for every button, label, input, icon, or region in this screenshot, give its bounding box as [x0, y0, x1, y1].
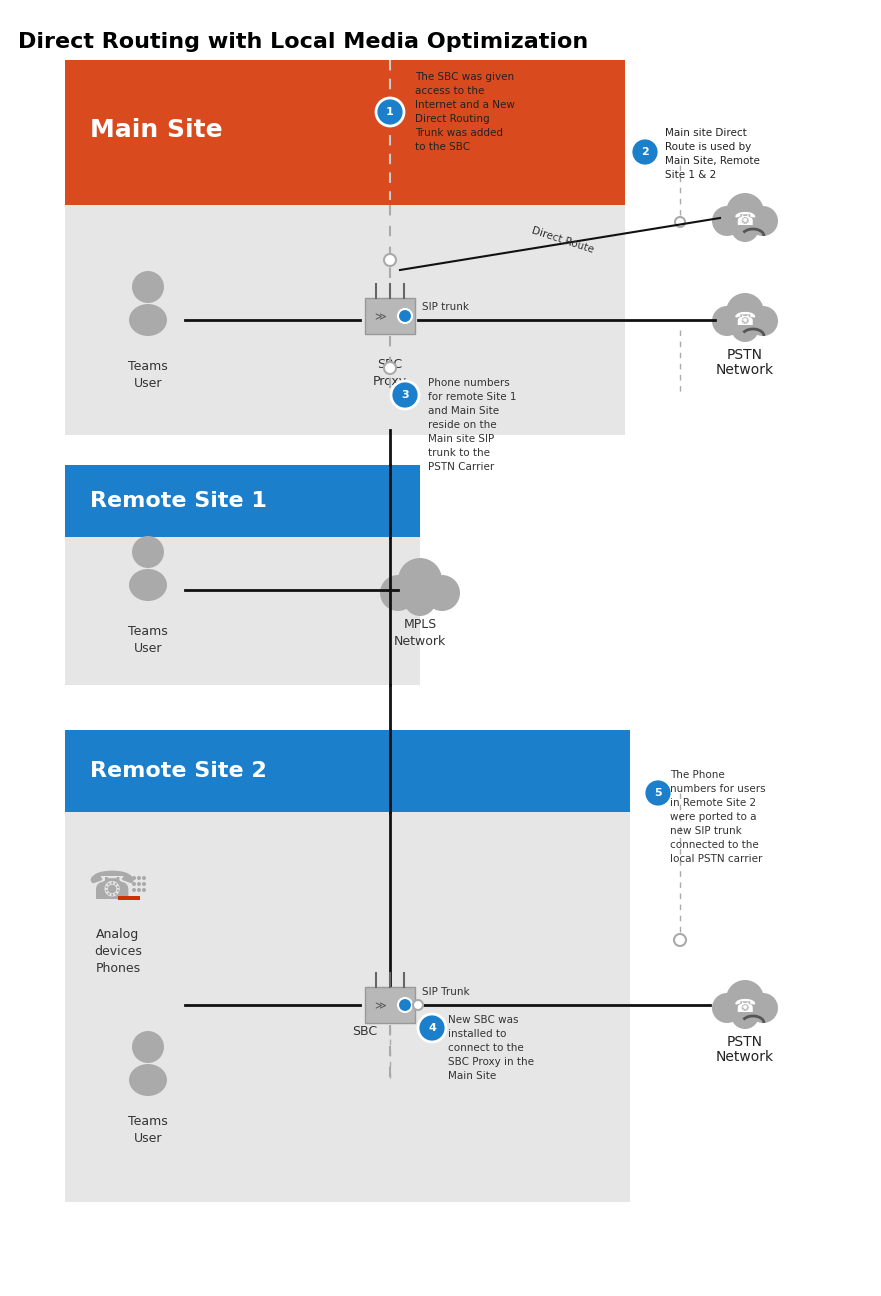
- Text: Remote Site 2: Remote Site 2: [90, 761, 267, 781]
- Text: Teams
User: Teams User: [128, 1115, 168, 1144]
- Circle shape: [726, 980, 764, 1017]
- Text: Phone numbers
for remote Site 1
and Main Site
reside on the
Main site SIP
trunk : Phone numbers for remote Site 1 and Main…: [428, 378, 516, 472]
- Circle shape: [712, 993, 742, 1023]
- Text: ☎: ☎: [734, 311, 756, 329]
- Bar: [65, 205, 625, 435]
- Circle shape: [712, 206, 742, 236]
- Bar: [65, 537, 420, 686]
- Text: Direct Routing with Local Media Optimization: Direct Routing with Local Media Optimiza…: [18, 32, 589, 52]
- Circle shape: [731, 214, 759, 242]
- Circle shape: [142, 888, 146, 892]
- Text: The Phone
numbers for users
in Remote Site 2
were ported to a
new SIP trunk
conn: The Phone numbers for users in Remote Si…: [670, 770, 766, 864]
- Circle shape: [384, 362, 396, 375]
- Text: ☎: ☎: [734, 998, 756, 1016]
- Text: Teams
User: Teams User: [128, 360, 168, 390]
- Circle shape: [731, 314, 759, 342]
- Circle shape: [748, 206, 778, 236]
- Circle shape: [384, 254, 396, 266]
- Circle shape: [748, 306, 778, 336]
- Text: 1: 1: [386, 108, 394, 117]
- Text: Teams
User: Teams User: [128, 625, 168, 654]
- Bar: [65, 730, 630, 813]
- Text: ≫: ≫: [374, 312, 386, 321]
- Circle shape: [398, 308, 412, 323]
- Circle shape: [731, 1001, 759, 1029]
- Circle shape: [132, 271, 164, 303]
- Circle shape: [418, 1013, 446, 1042]
- Circle shape: [404, 584, 436, 616]
- Bar: [365, 298, 415, 334]
- Circle shape: [631, 137, 659, 166]
- Circle shape: [748, 993, 778, 1023]
- Circle shape: [142, 876, 146, 880]
- Circle shape: [376, 98, 404, 126]
- Text: Analog
devices
Phones: Analog devices Phones: [94, 928, 142, 975]
- Circle shape: [132, 888, 136, 892]
- Circle shape: [142, 883, 146, 886]
- Circle shape: [137, 888, 141, 892]
- Text: PSTN: PSTN: [727, 349, 763, 362]
- Text: Main site Direct
Route is used by
Main Site, Remote
Site 1 & 2: Main site Direct Route is used by Main S…: [665, 128, 760, 180]
- Circle shape: [137, 876, 141, 880]
- Circle shape: [413, 1001, 423, 1010]
- Text: SBC
Proxy: SBC Proxy: [373, 358, 407, 388]
- Text: ≫: ≫: [374, 1001, 386, 1011]
- Text: SIP Trunk: SIP Trunk: [422, 988, 470, 997]
- Bar: [65, 465, 420, 537]
- Circle shape: [137, 883, 141, 886]
- Text: New SBC was
installed to
connect to the
SBC Proxy in the
Main Site: New SBC was installed to connect to the …: [448, 1015, 534, 1081]
- Text: Main Site: Main Site: [90, 118, 223, 143]
- Circle shape: [132, 876, 136, 880]
- Bar: [65, 813, 630, 1201]
- Text: ☎: ☎: [88, 870, 137, 907]
- Circle shape: [132, 537, 164, 568]
- Text: 2: 2: [641, 146, 649, 157]
- Ellipse shape: [129, 305, 167, 336]
- Text: Network: Network: [716, 363, 774, 377]
- Circle shape: [132, 1032, 164, 1063]
- Text: SIP trunk: SIP trunk: [422, 302, 469, 312]
- Text: Remote Site 1: Remote Site 1: [90, 491, 267, 511]
- Circle shape: [712, 306, 742, 336]
- Text: 5: 5: [655, 788, 662, 798]
- Bar: [118, 896, 140, 899]
- Circle shape: [391, 381, 419, 410]
- Text: Direct Route: Direct Route: [530, 226, 595, 255]
- Text: 3: 3: [401, 390, 409, 400]
- Circle shape: [675, 216, 685, 227]
- Circle shape: [398, 559, 442, 603]
- Circle shape: [398, 998, 412, 1012]
- Circle shape: [674, 934, 686, 946]
- Text: ☎: ☎: [734, 211, 756, 229]
- Text: Network: Network: [716, 1050, 774, 1064]
- Text: MPLS
Network: MPLS Network: [394, 618, 446, 648]
- Circle shape: [132, 883, 136, 886]
- Bar: [365, 988, 415, 1023]
- Text: PSTN: PSTN: [727, 1036, 763, 1048]
- Circle shape: [380, 575, 416, 610]
- Ellipse shape: [129, 1064, 167, 1096]
- Text: The SBC was given
access to the
Internet and a New
Direct Routing
Trunk was adde: The SBC was given access to the Internet…: [415, 73, 515, 152]
- Circle shape: [726, 193, 764, 231]
- Bar: [65, 60, 625, 205]
- Circle shape: [424, 575, 460, 610]
- Ellipse shape: [129, 569, 167, 601]
- Text: 4: 4: [428, 1023, 436, 1033]
- Circle shape: [726, 293, 764, 330]
- Circle shape: [644, 779, 672, 807]
- Text: SBC: SBC: [352, 1025, 378, 1038]
